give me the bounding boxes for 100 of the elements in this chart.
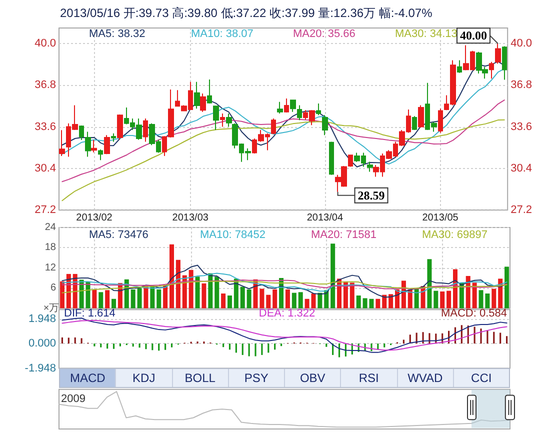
y-tick-label: 0.000: [28, 338, 56, 350]
candlestick: [489, 61, 494, 80]
bar: [401, 280, 406, 308]
bar: [105, 290, 110, 308]
annotation: 28.59: [358, 188, 385, 202]
y-tick-label: 1.948: [28, 312, 56, 325]
y-tick-label: 24: [44, 222, 56, 233]
y-axis-title: ×万: [43, 302, 60, 314]
bar: [214, 276, 220, 308]
bar: [150, 286, 155, 308]
bar: [208, 273, 213, 308]
text: MA20: 35.66: [293, 28, 356, 40]
tab-button: BOLL: [172, 369, 229, 387]
y2-tick-label: 27.2: [510, 204, 532, 216]
y2-tick-label: 40.0: [510, 38, 532, 50]
bar: [434, 290, 438, 308]
candlestick: [104, 134, 110, 155]
candlestick: [316, 103, 321, 116]
bar: [202, 283, 206, 308]
y2-tick-label: 36.8: [510, 79, 532, 92]
bar: [298, 292, 303, 308]
bar: [156, 289, 162, 308]
bar: [440, 291, 445, 308]
y-tick-label: 30.4: [34, 162, 56, 174]
annotation: 2009: [61, 392, 86, 405]
line-series: [62, 272, 508, 294]
bar: [272, 289, 278, 308]
bar: [92, 289, 97, 308]
y-tick-label: 33.6: [34, 120, 56, 133]
bar: [60, 281, 64, 308]
candlestick: [412, 116, 417, 131]
bar: [356, 296, 361, 308]
candlestick: [418, 104, 424, 128]
y-tick-label: -1.948: [24, 362, 56, 374]
bar: [130, 289, 136, 308]
line-series: [62, 280, 508, 290]
bar: [492, 288, 496, 308]
text: MA5: 73476: [89, 228, 148, 241]
candlestick: [59, 130, 65, 157]
bar: [498, 278, 503, 308]
bar: [163, 285, 168, 308]
candlestick: [220, 113, 225, 128]
candlestick: [200, 93, 206, 112]
candlestick: [502, 46, 507, 80]
candlestick: [207, 78, 212, 104]
candlestick: [213, 106, 219, 131]
text: MA30: 69897: [422, 228, 488, 241]
x-tick-label: 2013/03: [172, 212, 209, 224]
text: MA10: 38.07: [191, 28, 254, 40]
candlestick: [91, 140, 97, 153]
bar: [350, 282, 354, 308]
bar: [427, 259, 432, 308]
y-tick-label: 36.8: [34, 79, 56, 92]
bar: [188, 270, 194, 308]
y-tick-label: 6: [50, 282, 56, 294]
x-tick-label: 2013/02: [76, 212, 113, 224]
series-label: DEA: 1.322: [258, 308, 316, 320]
line-series: [62, 100, 505, 182]
bar: [182, 275, 187, 308]
chart-title: 2013/05/16 开:39.73 高:39.80 低:37.22 收:37.99 量:12.36万 幅:-4.07%: [60, 6, 433, 20]
line-series: [62, 264, 508, 298]
candlestick: [277, 101, 283, 114]
text: MA20: 71581: [311, 228, 376, 241]
x-tick-label: 2013/05: [422, 212, 459, 224]
bar: [376, 298, 380, 308]
bar: [446, 290, 452, 308]
text: MA30: 34.13: [395, 28, 458, 40]
candlestick: [117, 114, 123, 140]
candlestick: [297, 104, 302, 121]
candlestick: [226, 113, 232, 128]
bar: [170, 244, 174, 308]
bar: [504, 266, 510, 308]
y2-tick-label: 33.6: [510, 120, 532, 133]
candlestick: [111, 132, 116, 142]
bar: [221, 293, 226, 308]
line-series: [62, 119, 505, 202]
bar: [112, 298, 116, 308]
candlestick: [143, 118, 148, 142]
candlestick: [322, 114, 328, 136]
x-tick-label: 2013/04: [306, 212, 344, 224]
line-series: [62, 280, 508, 294]
candlestick: [329, 141, 334, 176]
bar: [137, 288, 142, 308]
y2-tick-label: 30.4: [510, 162, 532, 174]
candlestick: [457, 60, 462, 74]
candlestick: [290, 100, 296, 112]
bar: [408, 289, 412, 308]
bar: [382, 294, 387, 308]
tab-button: MACD: [60, 369, 116, 387]
series-label: MACD: 0.584: [440, 308, 508, 320]
y-tick-label: 27.2: [34, 204, 56, 216]
candlestick: [367, 161, 373, 172]
y-tick-label: 12: [44, 262, 56, 274]
bar: [292, 292, 296, 308]
candlestick: [495, 43, 501, 64]
candlestick: [284, 98, 289, 113]
bar: [98, 292, 104, 308]
candlestick: [271, 118, 276, 135]
bar: [318, 292, 322, 308]
y-tick-label: 18: [44, 242, 56, 254]
